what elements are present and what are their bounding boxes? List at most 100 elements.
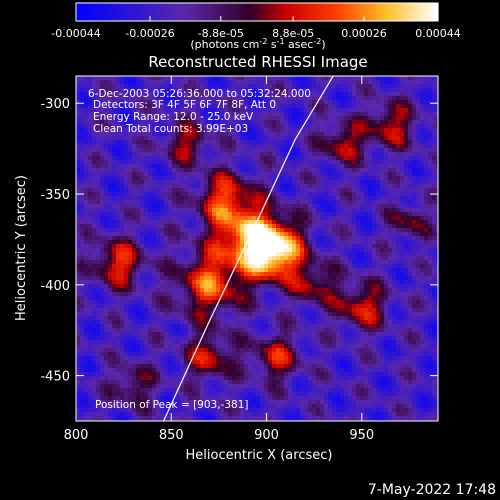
heatmap-cell xyxy=(296,216,301,221)
heatmap-cell xyxy=(148,252,153,257)
heatmap-cell xyxy=(160,232,165,237)
heatmap-cell xyxy=(416,104,421,109)
heatmap-cell xyxy=(420,100,425,105)
heatmap-cell xyxy=(192,124,197,129)
heatmap-cell xyxy=(180,200,185,205)
heatmap-cell xyxy=(184,88,189,93)
heatmap-cell xyxy=(196,212,201,217)
heatmap-cell xyxy=(428,104,433,109)
heatmap-cell xyxy=(332,156,337,161)
heatmap-cell xyxy=(212,124,217,129)
heatmap-cell xyxy=(160,252,165,257)
heatmap-cell xyxy=(236,196,241,201)
heatmap-cell xyxy=(320,160,325,165)
heatmap-cell xyxy=(212,96,217,101)
heatmap-cell xyxy=(332,236,337,241)
heatmap-cell xyxy=(288,176,293,181)
heatmap-cell xyxy=(200,256,205,261)
heatmap-cell xyxy=(432,284,437,289)
heatmap-cell xyxy=(268,276,273,281)
heatmap-cell xyxy=(120,200,125,205)
heatmap-cell xyxy=(208,184,213,189)
heatmap-cell xyxy=(376,224,381,229)
heatmap-cell xyxy=(180,216,185,221)
heatmap-cell xyxy=(108,216,113,221)
heatmap-cell xyxy=(208,220,213,225)
heatmap-cell xyxy=(180,204,185,209)
heatmap-cell xyxy=(316,84,321,89)
heatmap-cell xyxy=(236,212,241,217)
heatmap-cell xyxy=(348,208,353,213)
heatmap-cell xyxy=(424,112,429,117)
heatmap-cell xyxy=(172,216,177,221)
heatmap-cell xyxy=(128,108,133,113)
heatmap-cell xyxy=(124,184,129,189)
heatmap-cell xyxy=(332,272,337,277)
heatmap-cell xyxy=(420,144,425,149)
heatmap-cell xyxy=(228,212,233,217)
heatmap-cell xyxy=(208,192,213,197)
heatmap-cell xyxy=(132,108,137,113)
heatmap-cell xyxy=(288,160,293,165)
heatmap-cell xyxy=(332,204,337,209)
heatmap-cell xyxy=(356,148,361,153)
heatmap-cell xyxy=(208,100,213,105)
heatmap-cell xyxy=(188,248,193,253)
heatmap-cell xyxy=(372,188,377,193)
heatmap-cell xyxy=(276,208,281,213)
heatmap-cell xyxy=(152,100,157,105)
heatmap-cell xyxy=(88,208,93,213)
heatmap-cell xyxy=(192,168,197,173)
heatmap-cell xyxy=(144,216,149,221)
heatmap-cell xyxy=(380,280,385,285)
heatmap-cell xyxy=(240,96,245,101)
heatmap-cell xyxy=(100,200,105,205)
heatmap-cell xyxy=(236,76,241,81)
heatmap-cell xyxy=(332,160,337,165)
heatmap-cell xyxy=(260,80,265,85)
heatmap-cell xyxy=(412,88,417,93)
heatmap-cell xyxy=(180,228,185,233)
heatmap-cell xyxy=(288,76,293,81)
heatmap-cell xyxy=(120,240,125,245)
heatmap-cell xyxy=(224,280,229,285)
heatmap-cell xyxy=(348,188,353,193)
heatmap-cell xyxy=(224,192,229,197)
heatmap-cell xyxy=(428,76,433,81)
heatmap-cell xyxy=(276,168,281,173)
heatmap-cell xyxy=(264,232,269,237)
heatmap-cell xyxy=(432,156,437,161)
heatmap-cell xyxy=(96,156,101,161)
heatmap-cell xyxy=(264,256,269,261)
heatmap-cell xyxy=(164,212,169,217)
heatmap-cell xyxy=(384,280,389,285)
heatmap-cell xyxy=(272,96,277,101)
heatmap-cell xyxy=(364,160,369,165)
heatmap-cell xyxy=(416,200,421,205)
heatmap-cell xyxy=(392,152,397,157)
heatmap-cell xyxy=(420,104,425,109)
heatmap-cell xyxy=(412,216,417,221)
heatmap-cell xyxy=(276,124,281,129)
heatmap-cell xyxy=(396,188,401,193)
heatmap-cell xyxy=(260,264,265,269)
heatmap-cell xyxy=(356,280,361,285)
heatmap-cell xyxy=(124,232,129,237)
heatmap-cell xyxy=(412,160,417,165)
heatmap-cell xyxy=(380,264,385,269)
heatmap-cell xyxy=(140,88,145,93)
heatmap-cell xyxy=(328,108,333,113)
heatmap-cell xyxy=(116,212,121,217)
heatmap-cell xyxy=(352,124,357,129)
heatmap-cell xyxy=(132,216,137,221)
heatmap-cell xyxy=(212,232,217,237)
heatmap-cell xyxy=(140,192,145,197)
heatmap-cell xyxy=(232,124,237,129)
heatmap-cell xyxy=(340,120,345,125)
heatmap-cell xyxy=(376,84,381,89)
heatmap-cell xyxy=(288,156,293,161)
heatmap-cell xyxy=(172,128,177,133)
colorbar-segment xyxy=(247,3,252,21)
heatmap-cell xyxy=(268,212,273,217)
heatmap-cell xyxy=(368,196,373,201)
